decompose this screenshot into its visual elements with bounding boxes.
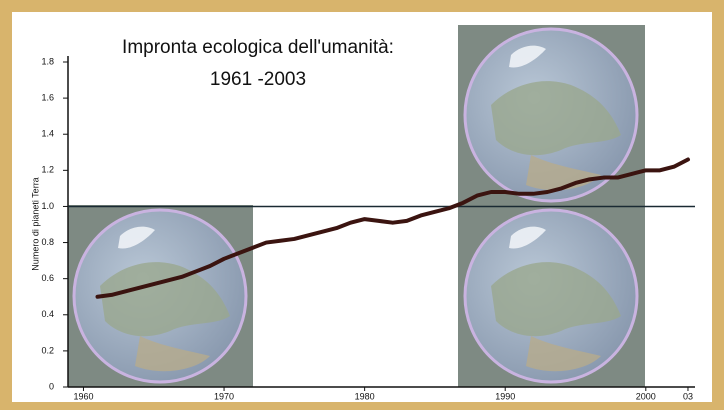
- chart-subtitle: 1961 -2003: [210, 69, 306, 90]
- chart-title: Impronta ecologica dell'umanità:: [122, 37, 394, 58]
- y-tick-label: 1.8: [41, 56, 54, 66]
- y-tick-label: 0.6: [41, 273, 54, 283]
- x-tick-label: 1980: [355, 391, 375, 401]
- y-tick-label: 0.8: [41, 237, 54, 247]
- data-line: [95, 157, 690, 299]
- y-tick-label: 0.2: [41, 345, 54, 355]
- y-tick-label: 0: [49, 381, 54, 391]
- y-tick-label: 1.4: [41, 129, 54, 139]
- y-tick-label: 1.2: [41, 165, 54, 175]
- y-axis-label: Numero di pianeti Terra: [30, 177, 40, 270]
- x-tick-label: 1970: [214, 391, 234, 401]
- x-tick-label: 1960: [73, 391, 93, 401]
- x-tick-label: 1990: [495, 391, 515, 401]
- y-tick-label: 1.6: [41, 92, 54, 102]
- y-tick-label: 0.4: [41, 309, 54, 319]
- y-tick-label: 1.0: [41, 201, 54, 211]
- x-tick-label: 2000: [636, 391, 656, 401]
- x-tick-label: 03: [683, 391, 693, 401]
